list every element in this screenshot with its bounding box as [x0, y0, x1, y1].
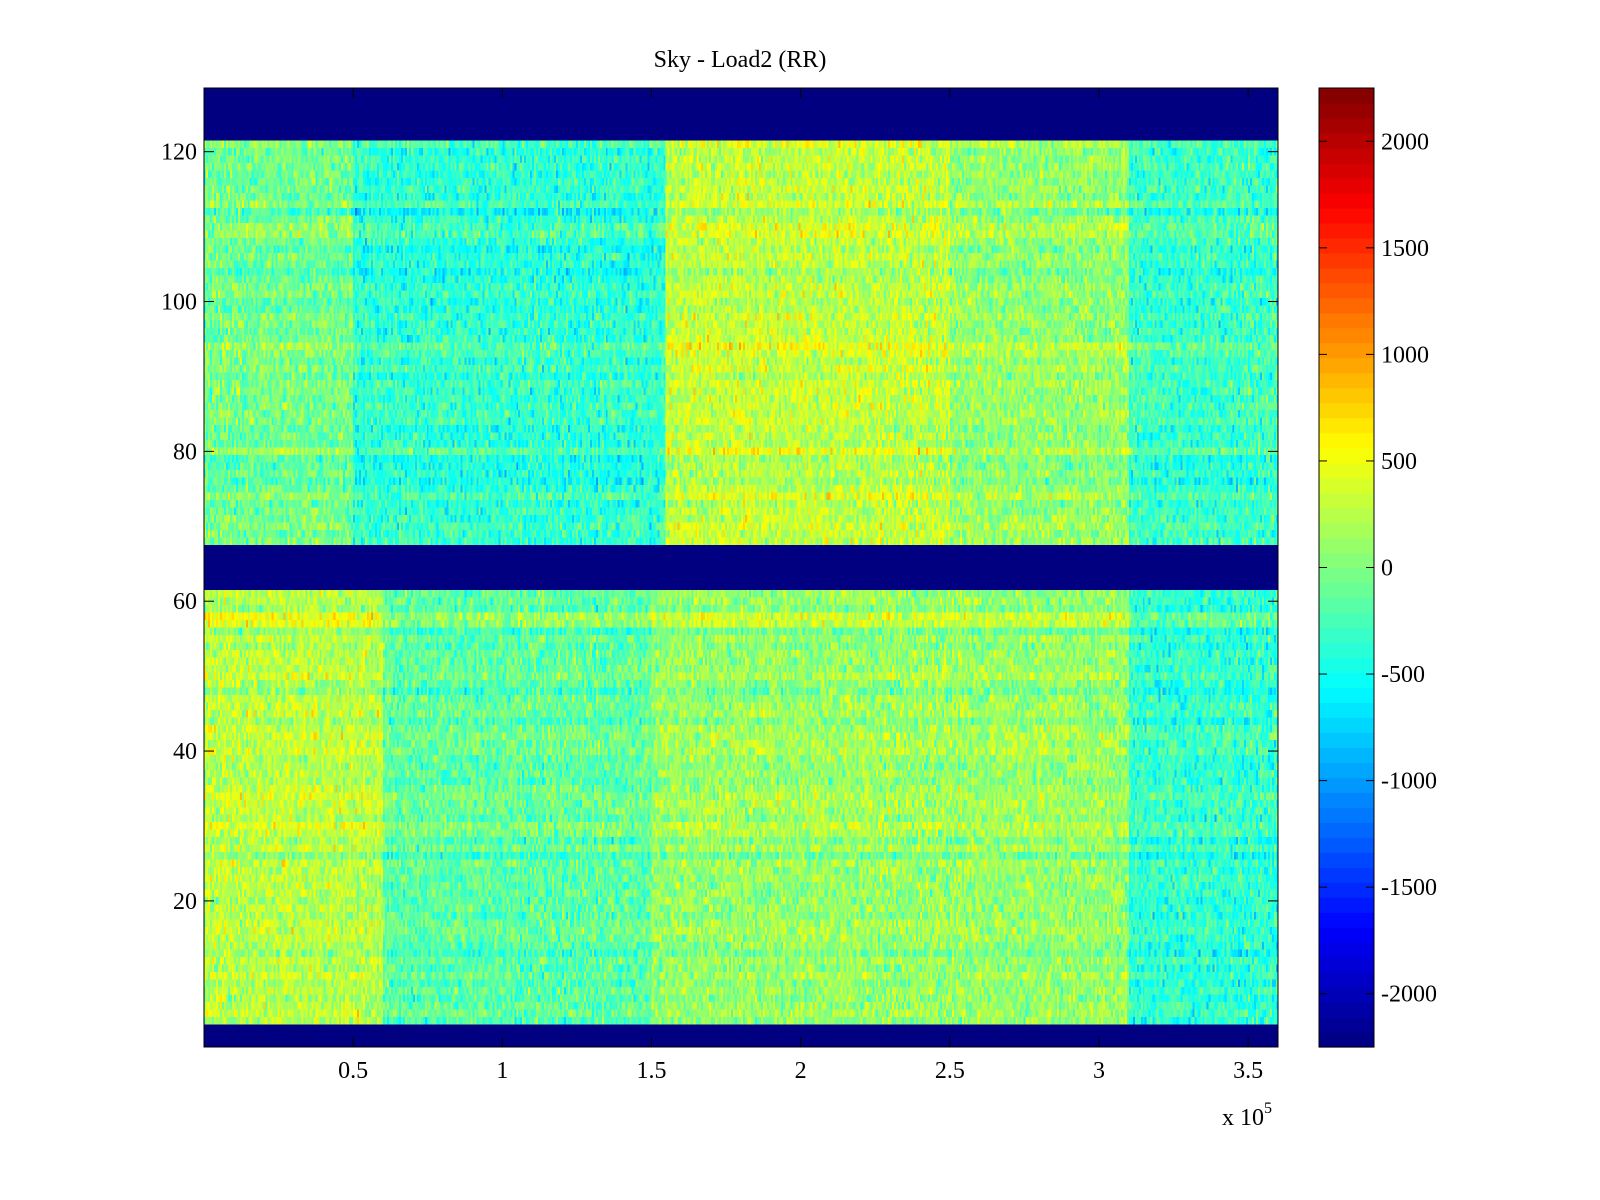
colorbar-swatch — [1319, 417, 1374, 434]
colorbar-swatch — [1319, 792, 1374, 808]
colorbar-swatch — [1319, 1017, 1374, 1033]
colorbar-tick-label: 500 — [1381, 449, 1417, 475]
colorbar-swatch — [1319, 177, 1374, 194]
colorbar-swatch — [1319, 582, 1374, 599]
colorbar-swatch — [1319, 282, 1374, 299]
colorbar-swatch — [1319, 957, 1374, 973]
colorbar-axis: 2000 1500 1000 500 0 -500 -1000 -1500 -2000 — [1319, 129, 1437, 1008]
colorbar-swatch — [1319, 462, 1374, 479]
y-tick-label: 80 — [173, 439, 197, 465]
colorbar-swatch — [1319, 192, 1374, 209]
y-tick-label: 100 — [161, 290, 197, 316]
colorbar-swatch — [1319, 222, 1374, 239]
heatmap-image — [204, 88, 1278, 1047]
colorbar-swatch — [1319, 567, 1374, 584]
x-tick-label: 3 — [1093, 1058, 1105, 1084]
x-tick-label: 0.5 — [338, 1058, 368, 1084]
colorbar-tick-label: 0 — [1381, 556, 1393, 582]
colorbar-swatch — [1319, 132, 1374, 149]
colorbar-swatch — [1319, 447, 1374, 464]
y-tick-label: 60 — [173, 589, 197, 615]
x-tick-label: 1 — [496, 1058, 508, 1084]
colorbar-swatch — [1319, 807, 1374, 823]
colorbar-swatch — [1319, 102, 1374, 119]
colorbar-swatch — [1319, 342, 1374, 359]
colorbar-swatch — [1319, 642, 1374, 658]
colorbar-swatch — [1319, 897, 1374, 913]
x-axis-multiplier: x 105 — [1222, 1100, 1272, 1131]
x-tick-label: 1.5 — [637, 1058, 667, 1084]
colorbar-swatch — [1319, 882, 1374, 898]
colorbar-swatch — [1319, 117, 1374, 134]
colorbar-swatch — [1319, 852, 1374, 868]
colorbar-swatch — [1319, 717, 1374, 733]
colorbar-swatch — [1319, 822, 1374, 838]
colorbar-swatch — [1319, 777, 1374, 793]
colorbar-swatch — [1319, 402, 1374, 419]
colorbar-swatch — [1319, 537, 1374, 554]
x-tick-label: 2.5 — [935, 1058, 965, 1084]
colorbar-swatch — [1319, 432, 1374, 449]
colorbar-swatch — [1319, 912, 1374, 928]
colorbar — [1319, 88, 1374, 1048]
colorbar-swatch — [1319, 1032, 1374, 1048]
colorbar-swatch — [1319, 762, 1374, 778]
colorbar-swatch — [1319, 987, 1374, 1003]
colorbar-swatch — [1319, 687, 1374, 703]
y-tick-label: 120 — [161, 140, 197, 166]
colorbar-tick-label: 1000 — [1381, 342, 1429, 368]
colorbar-swatch — [1319, 972, 1374, 988]
colorbar-swatch — [1319, 297, 1374, 314]
x-axis: 0.5 1 1.5 2 2.5 3 3.5 — [338, 88, 1263, 1084]
colorbar-swatch — [1319, 1002, 1374, 1018]
colorbar-swatch — [1319, 372, 1374, 389]
y-tick-label: 20 — [173, 889, 197, 915]
colorbar-swatch — [1319, 267, 1374, 284]
colorbar-swatch — [1319, 702, 1374, 718]
y-axis: 20 40 60 80 100 120 — [161, 140, 1278, 915]
colorbar-tick-label: 2000 — [1381, 129, 1429, 155]
colorbar-swatch — [1319, 207, 1374, 224]
x-axis-multiplier-base: x 10 — [1222, 1105, 1264, 1131]
colorbar-swatch — [1319, 552, 1374, 569]
colorbar-swatch — [1319, 522, 1374, 539]
colorbar-swatch — [1319, 252, 1374, 269]
colorbar-swatch — [1319, 867, 1374, 883]
axes-frame — [203, 87, 1279, 1048]
colorbar-swatch — [1319, 732, 1374, 748]
colorbar-swatch — [1319, 672, 1374, 688]
colorbar-swatch — [1319, 237, 1374, 254]
x-tick-label: 3.5 — [1233, 1058, 1263, 1084]
colorbar-swatch — [1319, 927, 1374, 943]
colorbar-swatch — [1319, 312, 1374, 329]
colorbar-swatch — [1319, 657, 1374, 673]
colorbar-swatch — [1319, 612, 1374, 629]
colorbar-tick-label: 1500 — [1381, 236, 1429, 262]
x-axis-multiplier-exponent: 5 — [1264, 1100, 1272, 1117]
chart-title: Sky - Load2 (RR) — [654, 47, 827, 73]
colorbar-tick-label: -1500 — [1381, 875, 1437, 901]
colorbar-swatch — [1319, 597, 1374, 614]
colorbar-swatch — [1319, 627, 1374, 644]
colorbar-swatch — [1319, 492, 1374, 509]
colorbar-swatch — [1319, 357, 1374, 374]
colorbar-swatch — [1319, 387, 1374, 404]
colorbar-swatch — [1319, 942, 1374, 958]
colorbar-tick-label: -1000 — [1381, 769, 1437, 795]
x-tick-label: 2 — [795, 1058, 807, 1084]
colorbar-tick-label: -500 — [1381, 662, 1425, 688]
colorbar-swatch — [1319, 147, 1374, 164]
colorbar-swatch — [1319, 327, 1374, 344]
colorbar-swatch — [1319, 837, 1374, 853]
colorbar-swatch — [1319, 507, 1374, 524]
y-tick-label: 40 — [173, 739, 197, 765]
colorbar-swatch — [1319, 162, 1374, 179]
colorbar-tick-label: -2000 — [1381, 982, 1437, 1008]
colorbar-swatch — [1319, 747, 1374, 763]
colorbar-swatch — [1319, 88, 1374, 104]
colorbar-swatch — [1319, 477, 1374, 494]
heatmap — [204, 88, 1278, 1047]
